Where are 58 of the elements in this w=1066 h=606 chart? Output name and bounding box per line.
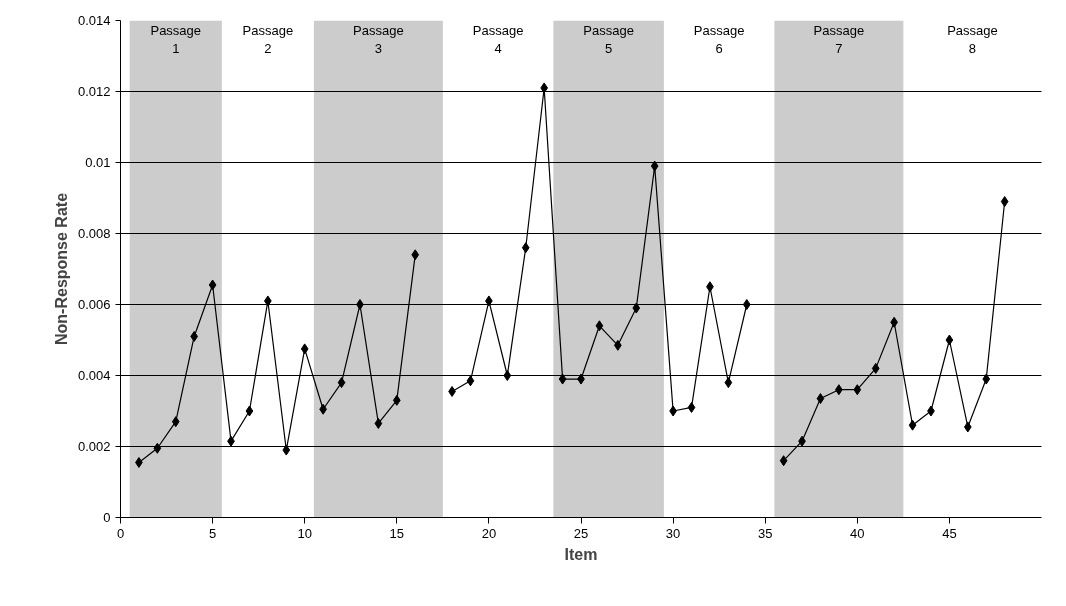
point	[282, 444, 291, 456]
y-axis-title: Non-Response Rate	[52, 192, 70, 346]
y-tick-label: 0.012	[77, 84, 111, 99]
y-tick-label: 0.002	[77, 439, 111, 454]
point	[190, 330, 199, 342]
x-axis-title: Item	[564, 545, 598, 563]
y-tick-label: 0.008	[77, 226, 111, 241]
x-tick-label: 10	[297, 525, 312, 541]
point	[466, 375, 475, 387]
point	[982, 373, 991, 385]
point	[153, 442, 162, 454]
point	[245, 405, 254, 417]
x-tick-label: 0	[116, 525, 125, 541]
x-tick-label: 40	[850, 525, 865, 541]
annotation: Passage 2	[242, 22, 294, 56]
y-tick-label: 0.004	[77, 368, 111, 383]
point	[171, 416, 180, 428]
y-tick-label: 0.006	[77, 297, 111, 312]
point	[742, 299, 751, 310]
band-label: Passage 7	[813, 22, 865, 56]
x-tick-label: 20	[481, 525, 497, 541]
x-tick-label: 45	[942, 525, 957, 541]
point	[595, 320, 604, 332]
point	[521, 242, 530, 254]
point	[632, 302, 641, 314]
point	[208, 279, 217, 291]
y-tick-label: 0.01	[85, 155, 111, 170]
y-tick-label: 0.014	[77, 13, 111, 28]
point	[650, 160, 659, 172]
x-tick-label: 15	[389, 525, 405, 541]
band-label: Passage 3	[353, 22, 404, 56]
band-label: Passage 1	[150, 22, 202, 56]
point	[411, 249, 420, 261]
x-tick-label: 35	[757, 525, 773, 541]
x-tick-label: 5	[208, 525, 217, 541]
annotation: Passage 8	[947, 22, 998, 56]
point	[853, 384, 862, 396]
point	[963, 421, 972, 433]
point	[356, 299, 364, 310]
x-tick-label: 30	[665, 525, 681, 541]
annotation: Passage 6	[693, 22, 745, 56]
point	[337, 377, 346, 389]
point	[374, 417, 383, 429]
annotation: Passage 4	[472, 22, 524, 56]
point	[908, 419, 917, 431]
point	[1000, 196, 1009, 208]
point	[724, 377, 733, 389]
point	[687, 401, 696, 413]
point	[392, 394, 401, 406]
point	[300, 343, 309, 355]
point	[871, 362, 880, 374]
band-label: Passage 5	[583, 22, 634, 56]
point	[558, 373, 567, 385]
y-tick-label: 0	[103, 510, 111, 525]
point	[816, 393, 825, 405]
x-tick-label: 25	[573, 525, 589, 541]
point	[779, 455, 788, 467]
point	[945, 334, 954, 346]
